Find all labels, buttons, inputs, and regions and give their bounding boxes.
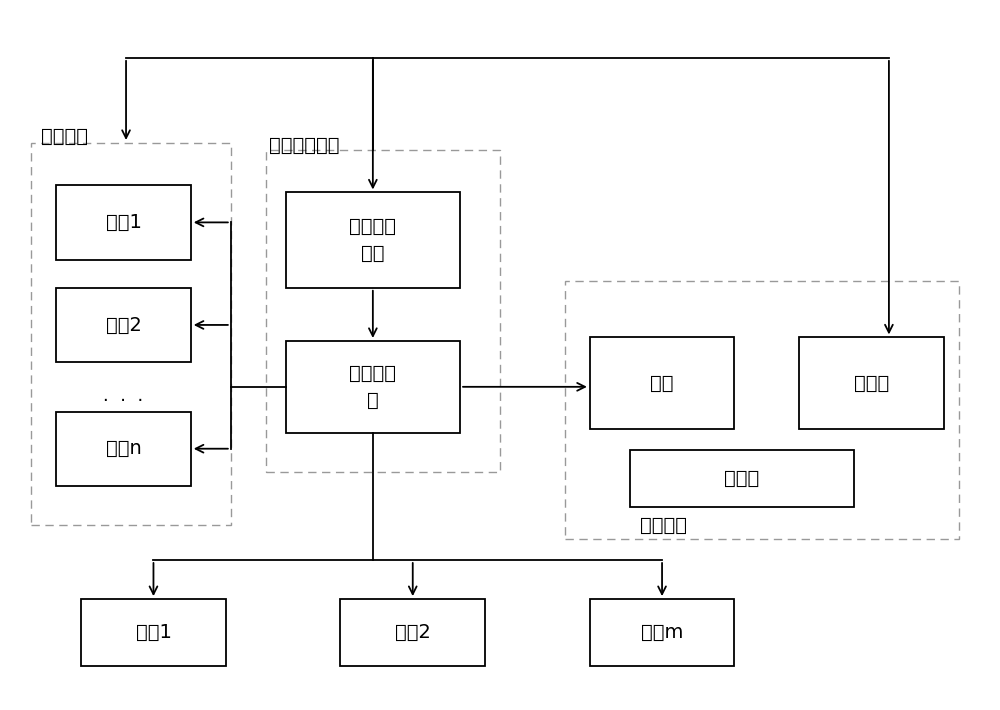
Bar	[799, 337, 944, 430]
Text: 温湿度传
感器: 温湿度传 感器	[349, 217, 396, 263]
Text: 风帽2: 风帽2	[106, 315, 141, 334]
Bar	[286, 341, 460, 433]
Bar	[565, 280, 959, 539]
Text: 风扇m: 风扇m	[641, 623, 683, 642]
Text: 水泵: 水泵	[650, 373, 674, 393]
Text: 散热组件: 散热组件	[41, 127, 88, 146]
Text: ·  ·  ·: · · ·	[103, 392, 143, 410]
Bar	[56, 288, 191, 362]
Text: 风帽1: 风帽1	[106, 213, 141, 232]
Bar	[590, 599, 734, 666]
Bar	[56, 412, 191, 486]
Text: 水冷组件: 水冷组件	[640, 516, 687, 535]
Text: 智能温控组件: 智能温控组件	[269, 136, 339, 155]
Text: 水冷管: 水冷管	[724, 469, 759, 488]
Text: 风扇2: 风扇2	[395, 623, 431, 642]
Text: 冷却池: 冷却池	[854, 373, 889, 393]
Bar	[590, 337, 734, 430]
Text: 风扇1: 风扇1	[136, 623, 171, 642]
Bar	[31, 143, 231, 525]
Text: 风帽n: 风帽n	[106, 439, 141, 458]
Bar	[56, 185, 191, 260]
Bar	[81, 599, 226, 666]
Bar	[286, 192, 460, 288]
Bar	[340, 599, 485, 666]
Bar	[266, 150, 500, 471]
Bar	[630, 450, 854, 507]
Text: 智能控制
器: 智能控制 器	[349, 364, 396, 410]
